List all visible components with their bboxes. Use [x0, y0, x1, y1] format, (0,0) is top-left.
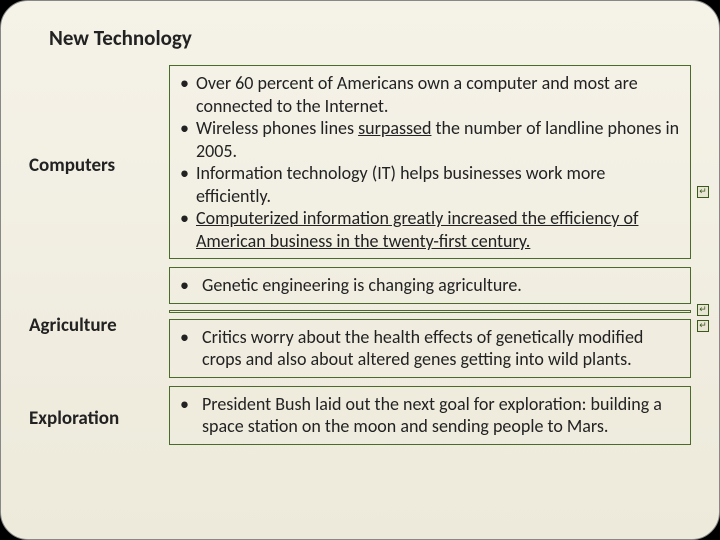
- bullet-underline: surpassed: [358, 117, 431, 139]
- bullet: President Bush laid out the next goal fo…: [178, 393, 680, 438]
- bullets-agri-bottom: Critics worry about the health effects o…: [178, 326, 680, 371]
- paragraph-icon: ↵: [697, 320, 709, 332]
- bullet: Genetic engineering is changing agricult…: [178, 274, 680, 297]
- bullet: Over 60 percent of Americans own a compu…: [178, 72, 680, 117]
- row-exploration: Exploration President Bush laid out the …: [29, 386, 691, 451]
- bullets-agri-top: Genetic engineering is changing agricult…: [178, 274, 680, 297]
- bullet-underline: Computerized information greatly increas…: [196, 207, 638, 252]
- bullet-text: Over 60 percent of Americans own a compu…: [196, 72, 638, 117]
- bullets-exploration: President Bush laid out the next goal fo…: [178, 393, 680, 438]
- bullet: Wireless phones lines surpassed the numb…: [178, 117, 680, 162]
- content-agri-top: Genetic engineering is changing agricult…: [169, 267, 691, 304]
- bullet: Information technology (IT) helps busine…: [178, 162, 680, 207]
- bullet-text: Wireless phones lines: [196, 117, 358, 139]
- label-exploration: Exploration: [29, 386, 169, 451]
- bullet-text: Genetic engineering is changing agricult…: [202, 274, 522, 296]
- bullet: Computerized information greatly increas…: [178, 207, 680, 252]
- row-computers: Computers Over 60 percent of Americans o…: [29, 65, 691, 265]
- label-computers: Computers: [29, 65, 169, 265]
- content-agri-bottom: Critics worry about the health effects o…: [169, 319, 691, 378]
- content-computers: Over 60 percent of Americans own a compu…: [169, 65, 691, 259]
- agri-spacer: [169, 310, 691, 313]
- paragraph-icon: ↵: [697, 304, 709, 316]
- slide-container: New Technology Computers Over 60 percent…: [0, 0, 720, 540]
- side-icons-1: ↵: [697, 186, 709, 198]
- bullet: Critics worry about the health effects o…: [178, 326, 680, 371]
- paragraph-icon: ↵: [697, 186, 709, 198]
- bullets-computers: Over 60 percent of Americans own a compu…: [178, 72, 680, 252]
- label-agriculture: Agriculture: [29, 267, 169, 384]
- row-agriculture: Agriculture Genetic engineering is chang…: [29, 267, 691, 384]
- bullet-text: Critics worry about the health effects o…: [202, 326, 643, 371]
- agri-wrap: Genetic engineering is changing agricult…: [169, 267, 691, 384]
- content-exploration: President Bush laid out the next goal fo…: [169, 386, 691, 445]
- bullet-text: President Bush laid out the next goal fo…: [202, 393, 662, 438]
- bullet-text: Information technology (IT) helps busine…: [196, 162, 605, 207]
- slide-title: New Technology: [49, 25, 691, 51]
- side-icons-2: ↵ ↵: [697, 304, 709, 332]
